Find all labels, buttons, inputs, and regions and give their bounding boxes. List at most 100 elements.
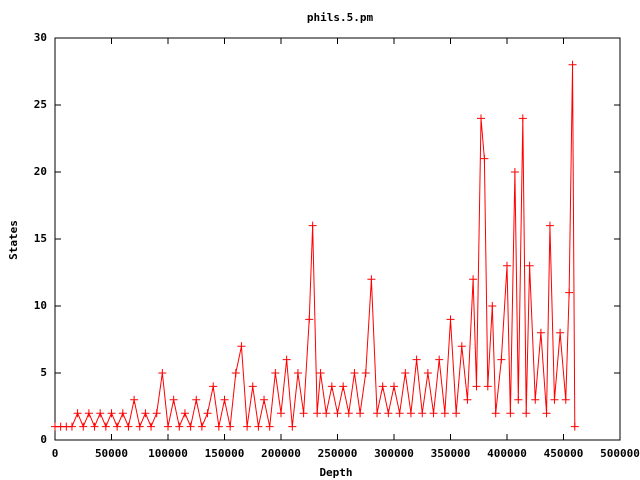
- point-marker: [480, 154, 489, 163]
- plot-frame: [54, 37, 621, 441]
- point-marker: [214, 422, 223, 431]
- point-marker: [118, 409, 127, 418]
- point-marker: [384, 409, 393, 418]
- point-marker: [497, 355, 506, 364]
- point-marker: [254, 422, 263, 431]
- x-tick-label: 200000: [261, 447, 301, 460]
- point-marker: [452, 409, 461, 418]
- point-marker: [265, 422, 274, 431]
- point-marker: [96, 409, 105, 418]
- x-tick-label: 0: [52, 447, 59, 460]
- point-marker: [209, 382, 218, 391]
- point-marker: [418, 409, 427, 418]
- y-tick-label: 25: [34, 98, 47, 111]
- point-marker: [390, 382, 398, 391]
- point-marker: [568, 60, 577, 69]
- point-marker: [243, 422, 252, 431]
- point-marker: [186, 422, 195, 431]
- point-marker: [401, 369, 410, 377]
- point-marker: [90, 422, 99, 431]
- point-marker: [164, 422, 172, 431]
- y-tick-label: 5: [40, 366, 47, 379]
- point-marker: [518, 114, 527, 123]
- point-marker: [525, 261, 534, 270]
- point-marker: [435, 355, 444, 364]
- point-marker: [477, 114, 486, 123]
- point-marker: [429, 409, 438, 418]
- point-marker: [322, 409, 331, 418]
- x-tick-label: 450000: [544, 447, 584, 460]
- point-marker: [305, 315, 314, 324]
- point-marker: [531, 395, 540, 404]
- point-marker: [457, 342, 466, 351]
- x-tick-label: 350000: [431, 447, 471, 460]
- point-marker: [483, 382, 492, 391]
- y-axis-label: States: [7, 220, 20, 260]
- point-marker: [344, 409, 353, 418]
- y-tick-label: 15: [34, 232, 47, 245]
- point-marker: [570, 422, 579, 431]
- point-marker: [503, 261, 511, 270]
- chart-title: phils.5.pm: [307, 11, 374, 24]
- x-tick-label: 400000: [487, 447, 527, 460]
- point-marker: [141, 409, 150, 418]
- point-marker: [101, 422, 110, 431]
- point-marker: [472, 382, 481, 391]
- point-marker: [147, 422, 156, 431]
- point-marker: [423, 369, 432, 377]
- y-tick-label: 0: [40, 433, 47, 446]
- point-marker: [550, 395, 559, 404]
- point-marker: [175, 422, 184, 431]
- point-marker: [299, 409, 308, 418]
- point-marker: [440, 409, 449, 418]
- point-marker: [135, 422, 144, 431]
- point-marker: [491, 409, 500, 418]
- point-marker: [367, 275, 376, 284]
- point-marker: [556, 328, 565, 337]
- point-marker: [536, 328, 545, 337]
- point-marker: [446, 315, 455, 324]
- point-marker: [231, 369, 240, 377]
- point-marker: [361, 369, 370, 377]
- x-tick-label: 500000: [600, 447, 640, 460]
- point-marker: [542, 409, 551, 418]
- x-tick-label: 250000: [318, 447, 358, 460]
- point-marker: [463, 395, 472, 404]
- point-marker: [469, 275, 478, 284]
- point-marker: [561, 395, 570, 404]
- point-marker: [282, 355, 291, 364]
- point-marker: [237, 342, 246, 351]
- point-marker: [506, 409, 515, 418]
- point-marker: [152, 409, 161, 418]
- point-marker: [514, 395, 523, 404]
- point-marker: [316, 369, 325, 377]
- point-marker: [197, 422, 206, 431]
- y-tick-label: 20: [34, 165, 47, 178]
- point-marker: [158, 369, 167, 377]
- point-marker: [277, 409, 285, 418]
- point-marker: [350, 369, 359, 377]
- point-marker: [124, 422, 133, 431]
- point-marker: [395, 409, 404, 418]
- point-marker: [248, 382, 257, 391]
- x-tick-label: 50000: [95, 447, 128, 460]
- point-marker: [84, 409, 93, 418]
- point-marker: [510, 168, 519, 176]
- point-marker: [79, 422, 88, 431]
- point-marker: [412, 355, 421, 364]
- y-tick-label: 10: [34, 299, 47, 312]
- point-marker: [339, 382, 348, 391]
- point-marker: [313, 409, 322, 418]
- point-marker: [373, 409, 382, 418]
- point-marker: [192, 395, 201, 404]
- y-tick-label: 30: [34, 31, 47, 44]
- point-marker: [271, 369, 280, 377]
- x-axis-label: Depth: [319, 466, 352, 479]
- point-marker: [226, 422, 235, 431]
- point-marker: [333, 409, 342, 418]
- point-marker: [545, 221, 554, 230]
- point-marker: [169, 395, 178, 404]
- point-marker: [113, 422, 122, 431]
- point-marker: [130, 395, 139, 404]
